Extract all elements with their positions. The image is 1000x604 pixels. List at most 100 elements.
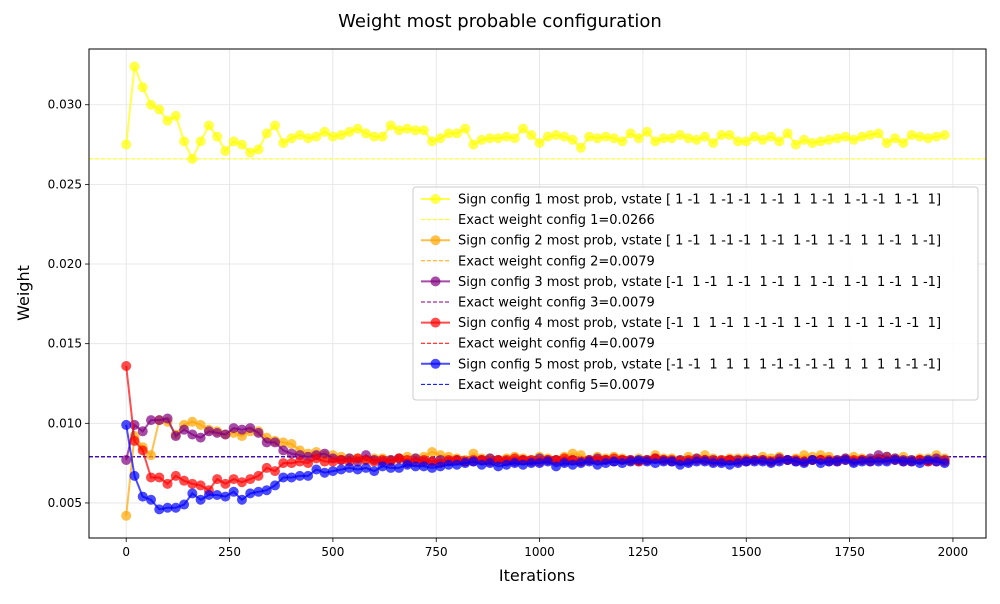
series-point — [848, 134, 859, 145]
series-point — [236, 139, 247, 150]
y-tick-label: 0.005 — [48, 496, 82, 510]
series-point — [427, 446, 438, 457]
series-point — [261, 437, 272, 448]
series-point — [286, 458, 297, 469]
series-point — [815, 136, 826, 147]
series-point — [484, 458, 495, 469]
series-point — [650, 136, 661, 147]
series-point — [137, 491, 148, 502]
series-point — [220, 429, 231, 440]
series-point — [865, 130, 876, 141]
series-point — [369, 466, 380, 477]
x-tick-label: 1500 — [731, 545, 762, 559]
series-point — [790, 139, 801, 150]
series-point — [352, 123, 363, 134]
series-point — [319, 448, 330, 459]
series-point — [220, 491, 231, 502]
series-point — [443, 128, 454, 139]
series-point — [642, 126, 653, 137]
series-point — [212, 131, 223, 142]
series-point — [369, 131, 380, 142]
series-point — [683, 458, 694, 469]
legend-entry-label: Exact weight config 3=0.0079 — [458, 296, 655, 311]
series-point — [923, 133, 934, 144]
series-point — [228, 423, 239, 434]
axis-ticks: 0 250 500 750 1000 1250 1500 1750 2000 0.005 0.010… — [48, 98, 969, 559]
series-point — [567, 134, 578, 145]
series-point — [856, 131, 867, 142]
series-point — [394, 125, 405, 136]
y-tick-label: 0.010 — [48, 416, 82, 430]
series-point — [319, 456, 330, 467]
series-group — [121, 419, 950, 515]
series-point — [162, 478, 173, 489]
series-point — [650, 458, 661, 469]
series-point — [303, 458, 314, 469]
series-point — [270, 120, 281, 131]
series-point — [360, 462, 371, 473]
x-tick-label: 1000 — [524, 545, 555, 559]
series-point — [336, 464, 347, 475]
series-point — [187, 478, 198, 489]
series-point — [451, 459, 462, 470]
series-point — [187, 153, 198, 164]
series-point — [402, 459, 413, 470]
series-point — [278, 445, 289, 456]
series-point — [666, 456, 677, 467]
legend-series-marker — [430, 317, 441, 328]
x-tick-label: 750 — [425, 545, 448, 559]
series-point — [823, 134, 834, 145]
series-point — [881, 137, 892, 148]
series-point — [923, 454, 934, 465]
legend-entry-label: Sign config 3 most prob, vstate [-1 1 -1… — [458, 275, 941, 290]
series-point — [732, 136, 743, 147]
series-point — [137, 82, 148, 93]
series-point — [146, 450, 157, 461]
series-point — [220, 478, 231, 489]
series-point — [534, 458, 545, 469]
series-point — [146, 472, 157, 483]
series-point — [203, 426, 214, 437]
series-point — [261, 128, 272, 139]
series-point — [881, 456, 892, 467]
series-point — [460, 458, 471, 469]
series-point — [592, 459, 603, 470]
series-point — [360, 128, 371, 139]
x-tick-label: 500 — [321, 545, 344, 559]
legend-series-marker — [430, 235, 441, 246]
series-point — [890, 133, 901, 144]
series-point — [766, 131, 777, 142]
series-point — [286, 133, 297, 144]
y-axis-label: Weight — [14, 265, 33, 321]
series-point — [518, 459, 529, 470]
series-point — [683, 133, 694, 144]
series-point — [931, 456, 942, 467]
series-point — [766, 458, 777, 469]
series-point — [212, 474, 223, 485]
y-tick-label: 0.015 — [48, 337, 82, 351]
legend-series-marker — [430, 276, 441, 287]
series-point — [228, 486, 239, 497]
series-point — [261, 485, 272, 496]
series-point — [278, 137, 289, 148]
series-point — [402, 123, 413, 134]
series-point — [724, 130, 735, 141]
series-point — [493, 133, 504, 144]
series-point — [377, 461, 388, 472]
legend: Sign config 1 most prob, vstate [ 1 -1 1… — [412, 186, 979, 401]
series-point — [526, 458, 537, 469]
series-point — [245, 423, 256, 434]
chart-title: Weight most probable configuration — [338, 11, 662, 32]
series-point — [162, 502, 173, 513]
series-point — [551, 461, 562, 472]
series-point — [303, 470, 314, 481]
series-point — [542, 456, 553, 467]
series-point — [278, 472, 289, 483]
series-point — [534, 137, 545, 148]
series-point — [501, 459, 512, 470]
series-point — [741, 456, 752, 467]
series-point — [129, 61, 140, 72]
series-point — [675, 130, 686, 141]
series-point — [890, 454, 901, 465]
